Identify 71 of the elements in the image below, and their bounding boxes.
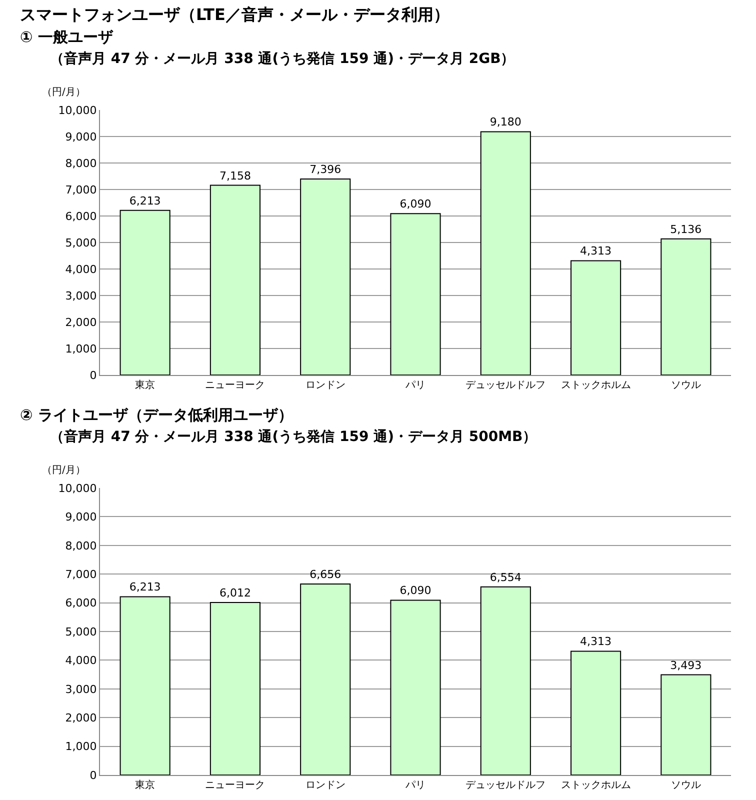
bar: [480, 131, 531, 375]
y-tick-label: 3,000: [65, 682, 97, 696]
text: （音声月 47 分・メール月 338 通(うち発信 159 通)・データ月 2GB）: [49, 50, 516, 69]
bar: [210, 602, 260, 775]
y-tick-label: 8,000: [65, 539, 97, 552]
bar: [660, 674, 712, 775]
y-tick-label: 9,000: [65, 510, 97, 524]
x-tick-label: ソウル: [670, 380, 701, 391]
x-tick-label: ソウル: [670, 780, 701, 791]
chart-title: ② ライトユーザ（データ低利用ユーザ）: [20, 405, 294, 426]
bar: [120, 210, 170, 375]
y-tick-label: 0: [90, 368, 97, 382]
bar: [210, 184, 260, 375]
bar: [660, 238, 712, 375]
x-tick-label: ロンドン: [305, 380, 346, 391]
y-tick-label: 1,000: [65, 342, 97, 356]
y-tick-label: 0: [90, 768, 97, 782]
data-label: 4,313: [580, 635, 612, 648]
bar: [570, 650, 622, 775]
x-tick-label: パリ: [404, 380, 426, 391]
y-tick-label: 2,000: [65, 316, 97, 329]
x-tick-label: デュッセルドルフ: [466, 380, 546, 391]
chart-title: スマートフォンユーザ（LTE／音声・メール・データ利用）: [20, 4, 450, 26]
chart-subtitle: （音声月 47 分・メール月 338 通(うち発信 159 通)・データ月 500MB）: [49, 428, 538, 447]
data-label: 6,090: [400, 198, 432, 211]
y-tick-label: 10,000: [58, 482, 97, 495]
y-tick-label: 8,000: [65, 156, 97, 170]
y-tick-label: 2,000: [65, 711, 97, 724]
data-label: 7,158: [219, 169, 251, 182]
y-tick-label: 4,000: [65, 262, 97, 276]
x-tick-label: 東京: [135, 379, 156, 391]
bar: [480, 586, 531, 775]
y-tick-label: 10,000: [58, 104, 97, 117]
y-tick-label: 9,000: [65, 130, 97, 144]
y-tick-label: 5,000: [65, 625, 97, 638]
x-tick-label: ニューヨーク: [205, 380, 266, 391]
x-tick-label: ストックホルム: [560, 380, 631, 391]
bar: [300, 583, 351, 775]
y-axis-title: （円/月）: [42, 87, 86, 98]
data-label: 6,213: [129, 580, 161, 594]
data-label: 6,656: [310, 568, 342, 581]
y-tick-label: 1,000: [65, 740, 97, 754]
y-axis-title: （円/月）: [42, 465, 86, 476]
data-label: 5,136: [670, 222, 702, 236]
chart-subtitle: ① 一般ユーザ: [20, 27, 114, 48]
x-tick-label: ロンドン: [305, 780, 346, 791]
data-label: 9,180: [490, 116, 522, 129]
bar: [390, 213, 441, 375]
x-tick-label: ストックホルム: [560, 780, 631, 791]
y-tick-label: 6,000: [65, 210, 97, 223]
bar: [570, 260, 622, 375]
y-tick-label: 3,000: [65, 289, 97, 302]
bar: [390, 600, 441, 775]
data-label: 7,396: [310, 163, 342, 176]
x-tick-label: 東京: [135, 779, 156, 791]
data-label: 3,493: [670, 658, 702, 672]
bar: [120, 596, 170, 775]
y-tick-label: 7,000: [65, 568, 97, 581]
bar: [300, 178, 351, 375]
y-tick-label: 6,000: [65, 596, 97, 610]
data-label: 6,012: [219, 586, 251, 600]
data-label: 6,213: [129, 194, 161, 208]
x-tick-label: ニューヨーク: [205, 780, 266, 791]
y-tick-label: 4,000: [65, 654, 97, 668]
x-tick-label: デュッセルドルフ: [466, 780, 546, 791]
data-label: 6,554: [490, 570, 522, 584]
data-label: 4,313: [580, 244, 612, 258]
y-tick-label: 5,000: [65, 236, 97, 250]
x-tick-label: パリ: [404, 780, 426, 791]
y-tick-label: 7,000: [65, 183, 97, 196]
data-label: 6,090: [400, 584, 432, 598]
